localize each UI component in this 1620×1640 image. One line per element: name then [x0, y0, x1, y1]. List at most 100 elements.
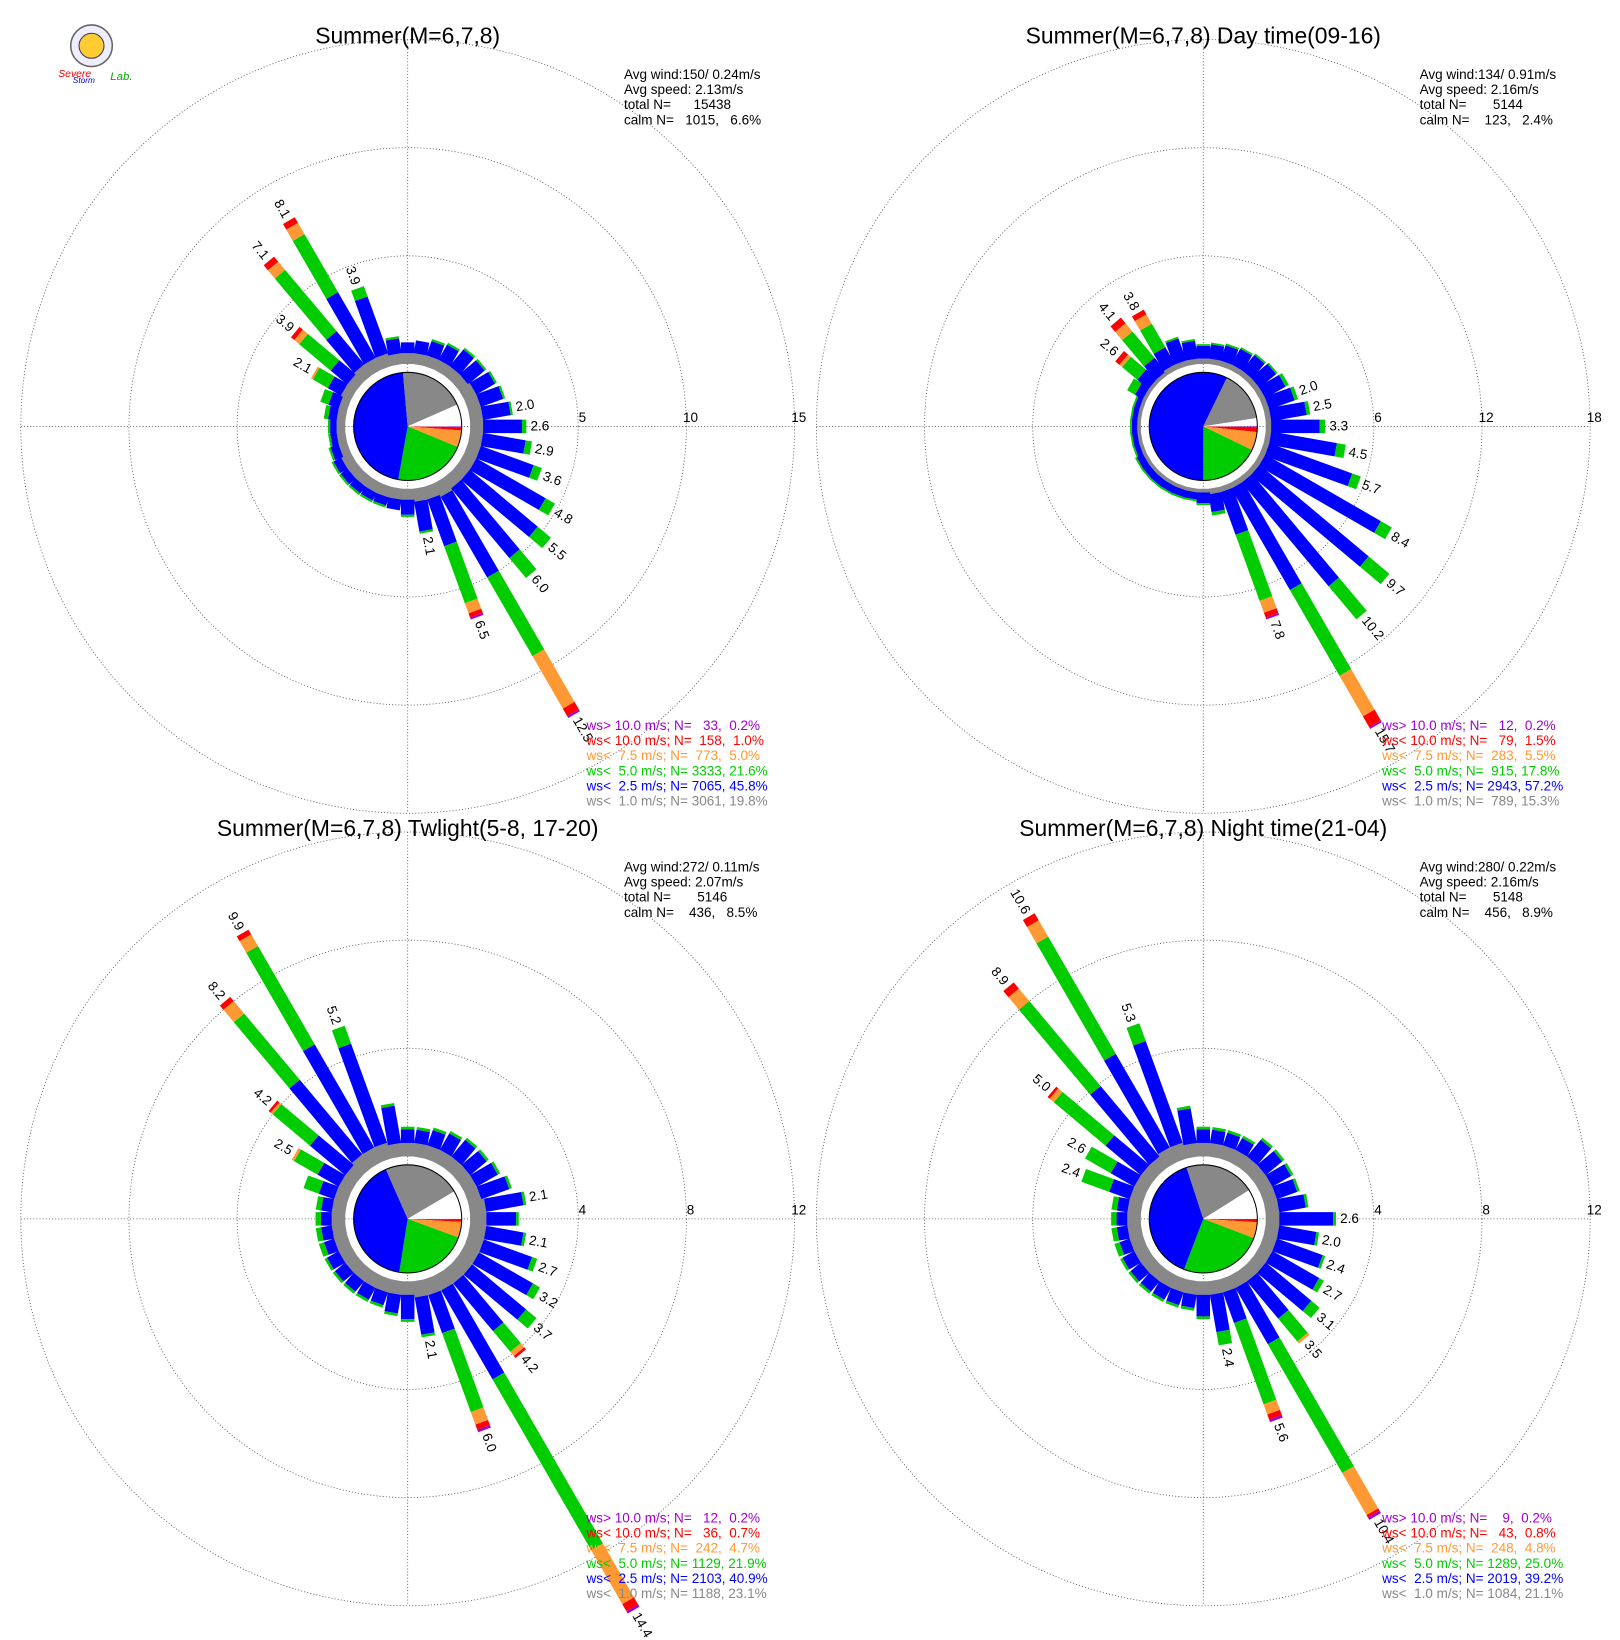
bar-segment	[233, 1013, 300, 1089]
bar-segment	[400, 1294, 415, 1320]
legend-entry: ws< 10.0 m/s; N= 43, 0.8%	[1381, 1526, 1556, 1541]
pie-slice	[407, 426, 462, 447]
bar-segment	[1366, 1508, 1380, 1518]
bar-segment	[1176, 1105, 1191, 1111]
bar-segment	[1116, 1197, 1130, 1213]
legend-entry: ws< 2.5 m/s; N= 2103, 40.9%	[586, 1571, 768, 1586]
bar-segment	[1115, 323, 1133, 341]
bar-segment	[516, 1212, 519, 1226]
bar-total-label: 4.5	[1347, 444, 1368, 462]
bar-segment	[1148, 378, 1160, 392]
bar-segment	[526, 1283, 541, 1300]
panel-title: Summer(M=6,7,8) Day time(09-16)	[1026, 23, 1381, 49]
bar-segment	[330, 444, 344, 461]
bar-segment	[480, 401, 511, 420]
legend-entry: ws< 1.0 m/s; N= 789, 15.3%	[1381, 793, 1559, 808]
bar-segment	[510, 1343, 525, 1356]
bar-segment	[1227, 1129, 1242, 1138]
bar-segment	[1235, 1281, 1280, 1345]
pie-slice	[407, 1218, 462, 1220]
grid-ring	[924, 939, 1483, 1499]
bar-segment	[449, 1131, 463, 1141]
bar-segment	[1263, 1399, 1280, 1415]
bar-segment	[439, 1133, 461, 1157]
bar-segment	[483, 1225, 524, 1246]
bar-segment	[422, 1275, 441, 1296]
r-tick-label: 6	[1374, 410, 1382, 425]
bar-segment	[1257, 1150, 1283, 1176]
bar-segment	[427, 494, 457, 547]
bar-segment	[1183, 1279, 1200, 1295]
bar-segment	[370, 1287, 389, 1306]
bar-segment	[508, 401, 513, 416]
bar-segment	[464, 598, 482, 614]
bar-segment	[470, 1407, 489, 1425]
bar-total-label: 6.0	[479, 1431, 500, 1454]
bar-segment	[1263, 407, 1272, 423]
bar-segment	[327, 376, 348, 396]
bar-segment	[1269, 1414, 1283, 1423]
bar-segment	[1155, 371, 1169, 383]
bar-segment	[476, 386, 504, 407]
bar-total-label: 2.7	[536, 1259, 559, 1280]
bar-segment	[1090, 1085, 1160, 1166]
bar-total-label: 2.0	[1297, 378, 1320, 399]
bar-segment	[1241, 354, 1265, 379]
bar-segment	[1134, 457, 1144, 470]
bar-segment	[1263, 430, 1272, 445]
pie-slice	[1149, 1167, 1204, 1270]
bar-segment	[274, 269, 337, 340]
bar-total-label: 2.5	[272, 1136, 296, 1158]
bar-segment	[351, 1154, 373, 1176]
bar-total-label: 5.6	[1271, 1421, 1292, 1444]
bar-total-label: 8.2	[205, 979, 229, 1003]
bar-segment	[479, 1239, 533, 1270]
bar-segment	[1138, 397, 1147, 412]
bar-segment	[1211, 509, 1226, 516]
bar-segment	[1233, 1318, 1277, 1405]
bar-total-label: 9.9	[225, 909, 247, 933]
bar-segment	[320, 1212, 332, 1226]
bar-segment	[1265, 419, 1272, 434]
bar-segment	[1022, 913, 1039, 928]
pie-slice	[1186, 1164, 1250, 1219]
logo-word: Lab.	[110, 71, 132, 83]
bar-segment	[1053, 1091, 1115, 1146]
bar-total-label: 7.1	[249, 238, 273, 262]
bar-segment	[529, 465, 542, 481]
bar-segment	[1196, 345, 1211, 359]
legend-entry: ws> 10.0 m/s; N= 33, 0.2%	[586, 718, 761, 733]
bar-segment	[333, 457, 348, 474]
bar-segment	[1207, 358, 1222, 367]
grid-ring	[236, 255, 579, 598]
bar-segment	[1265, 1164, 1292, 1187]
bar-segment	[1111, 1227, 1120, 1242]
bar-segment	[470, 419, 484, 434]
bar-segment	[1122, 331, 1155, 367]
bar-segment	[413, 340, 430, 356]
bar-segment	[1259, 596, 1277, 613]
bar-segment	[1273, 1149, 1285, 1162]
bar-segment	[1140, 323, 1166, 354]
bar-segment	[1319, 419, 1326, 434]
logo-emblem	[78, 32, 105, 59]
bar-segment	[480, 432, 526, 454]
bar-segment	[1127, 378, 1142, 395]
bar-segment	[472, 1252, 534, 1296]
bar-segment	[411, 1279, 428, 1298]
bar-segment	[1142, 387, 1153, 402]
bar-total-label: 4.2	[251, 1085, 275, 1109]
bar-segment	[385, 336, 399, 341]
pie-slice	[1184, 1218, 1254, 1273]
bar-total-label: 2.6	[530, 419, 549, 434]
bar-segment	[1140, 1272, 1160, 1292]
bar-segment	[1149, 478, 1162, 489]
bar-segment	[1160, 480, 1177, 494]
bar-segment	[1235, 1138, 1254, 1157]
r-tick-label: 12	[1479, 410, 1494, 425]
bar-segment	[431, 339, 445, 346]
bar-segment	[478, 1149, 489, 1162]
bar-segment	[384, 1311, 398, 1317]
bar-segment	[299, 333, 340, 371]
r-tick-label: 8	[687, 1203, 695, 1218]
